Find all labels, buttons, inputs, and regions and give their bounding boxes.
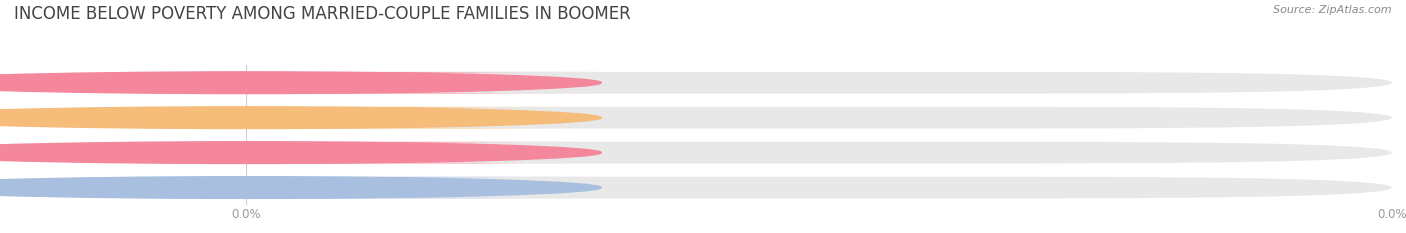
FancyBboxPatch shape bbox=[143, 177, 602, 199]
Circle shape bbox=[0, 107, 602, 129]
FancyBboxPatch shape bbox=[143, 72, 602, 94]
FancyBboxPatch shape bbox=[246, 177, 1392, 199]
Text: 5 or more Children: 5 or more Children bbox=[263, 181, 374, 194]
Text: Source: ZipAtlas.com: Source: ZipAtlas.com bbox=[1274, 5, 1392, 15]
FancyBboxPatch shape bbox=[143, 142, 602, 164]
FancyBboxPatch shape bbox=[246, 107, 1392, 129]
Text: 1 or 2 Children: 1 or 2 Children bbox=[263, 111, 352, 124]
Circle shape bbox=[0, 72, 602, 93]
Circle shape bbox=[0, 177, 602, 199]
Text: 0.0%: 0.0% bbox=[454, 111, 486, 124]
FancyBboxPatch shape bbox=[246, 142, 1392, 164]
Text: 3 or 4 Children: 3 or 4 Children bbox=[263, 146, 352, 159]
Text: 0.0%: 0.0% bbox=[454, 76, 486, 89]
Text: INCOME BELOW POVERTY AMONG MARRIED-COUPLE FAMILIES IN BOOMER: INCOME BELOW POVERTY AMONG MARRIED-COUPL… bbox=[14, 5, 631, 23]
Text: 0.0%: 0.0% bbox=[454, 146, 486, 159]
FancyBboxPatch shape bbox=[246, 72, 1392, 94]
Circle shape bbox=[0, 142, 602, 164]
FancyBboxPatch shape bbox=[143, 107, 602, 129]
Text: 0.0%: 0.0% bbox=[454, 181, 486, 194]
Text: No Children: No Children bbox=[263, 76, 332, 89]
